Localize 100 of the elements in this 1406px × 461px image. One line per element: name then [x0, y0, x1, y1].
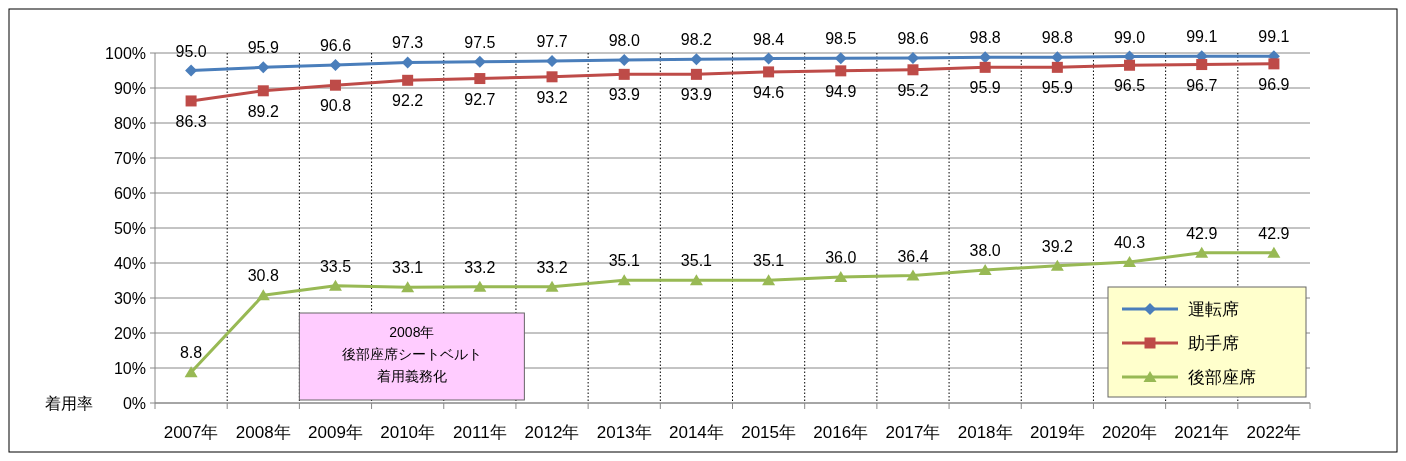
legend-label: 後部座席 — [1188, 368, 1256, 387]
x-tick-label: 2019年 — [1029, 423, 1085, 442]
point — [834, 271, 848, 282]
legend-label: 助手席 — [1188, 334, 1239, 353]
x-tick-label: 2009年 — [308, 423, 363, 442]
data-label: 95.9 — [247, 39, 279, 57]
x-tick-label: 2014年 — [668, 423, 724, 442]
point — [473, 280, 487, 292]
point — [1195, 246, 1209, 258]
point — [1124, 59, 1136, 71]
y-tick-label: 30% — [113, 290, 146, 307]
data-label: 40.3 — [1113, 233, 1146, 251]
data-label: 33.2 — [536, 258, 568, 276]
data-label: 86.3 — [175, 112, 207, 130]
point — [257, 61, 270, 74]
x-tick-label: 2021年 — [1174, 423, 1230, 442]
point — [1050, 259, 1064, 271]
data-label: 42.9 — [1186, 224, 1218, 242]
data-label: 89.2 — [247, 102, 279, 120]
data-label: 96.5 — [1113, 77, 1146, 95]
point — [689, 274, 703, 286]
point — [402, 74, 414, 86]
data-label: 98.8 — [1041, 29, 1074, 47]
data-label: 30.8 — [247, 267, 279, 285]
point — [1267, 246, 1281, 258]
point — [1196, 59, 1208, 71]
annotation: 着用義務化 — [376, 368, 447, 384]
data-label: 97.3 — [392, 34, 424, 52]
data-label: 99.1 — [1258, 28, 1290, 46]
point — [979, 61, 991, 73]
point — [401, 56, 414, 69]
point — [185, 95, 197, 107]
x-tick-label: 2010年 — [380, 423, 436, 442]
data-label: 90.8 — [319, 97, 352, 115]
point — [545, 280, 559, 292]
data-label: 35.1 — [608, 252, 640, 270]
data-label: 38.0 — [969, 242, 1001, 259]
x-tick-label: 2008年 — [235, 423, 291, 442]
annotation: 後部座席シートベルト — [341, 346, 482, 362]
data-label: 96.6 — [319, 36, 352, 54]
point — [1268, 58, 1280, 70]
point — [328, 279, 342, 291]
point — [184, 366, 198, 378]
data-label: 95.9 — [1041, 79, 1074, 97]
y-tick-label: 60% — [113, 185, 146, 202]
annotation: 2008年 — [389, 324, 435, 340]
point — [256, 289, 270, 301]
point — [617, 274, 631, 286]
point — [618, 68, 630, 80]
data-label: 36.0 — [825, 249, 857, 266]
x-tick-label: 2018年 — [957, 423, 1013, 442]
point — [906, 269, 920, 281]
data-label: 95.9 — [969, 79, 1001, 97]
x-tick-label: 2020年 — [1102, 423, 1157, 442]
data-label: 96.9 — [1258, 75, 1290, 93]
data-label: 35.1 — [753, 252, 785, 270]
data-label: 92.7 — [464, 90, 496, 108]
point — [907, 64, 919, 76]
data-label: 99.0 — [1113, 28, 1146, 46]
point — [329, 79, 341, 91]
y-tick-label: 100% — [105, 45, 146, 62]
y-tick-label: 80% — [113, 115, 146, 132]
data-label: 42.9 — [1258, 224, 1290, 242]
data-label: 94.9 — [825, 82, 857, 100]
data-label: 93.2 — [536, 88, 568, 106]
data-label: 8.8 — [179, 344, 203, 362]
point — [690, 68, 702, 80]
data-label: 93.9 — [608, 86, 640, 104]
point — [257, 85, 269, 97]
x-tick-label: 2022年 — [1246, 423, 1302, 442]
data-label: 98.2 — [680, 31, 713, 49]
y-tick-label: 50% — [113, 220, 146, 237]
data-label: 92.2 — [392, 92, 424, 110]
data-label: 95.2 — [897, 81, 929, 99]
point — [185, 64, 198, 77]
y-axis-title: 着用率 — [45, 395, 93, 412]
data-label: 35.1 — [680, 252, 713, 270]
data-label: 98.4 — [753, 30, 785, 48]
point — [835, 65, 847, 77]
point — [762, 274, 776, 286]
x-tick-label: 2011年 — [453, 423, 507, 442]
point — [546, 71, 558, 83]
legend-label: 運転席 — [1188, 300, 1239, 319]
data-label: 33.2 — [464, 258, 496, 276]
data-label: 97.7 — [536, 33, 568, 51]
data-label: 36.4 — [897, 247, 929, 265]
x-tick-label: 2016年 — [813, 423, 869, 442]
point — [401, 281, 415, 293]
data-label: 98.6 — [897, 29, 929, 47]
data-label: 95.0 — [175, 42, 207, 60]
data-label: 99.1 — [1186, 28, 1218, 46]
point — [763, 66, 775, 78]
y-tick-label: 40% — [113, 255, 146, 272]
data-label: 98.5 — [825, 30, 857, 48]
y-tick-label: 20% — [113, 325, 146, 342]
data-label: 93.9 — [680, 86, 713, 104]
point — [978, 264, 992, 275]
y-tick-label: 0% — [122, 395, 146, 412]
y-tick-label: 10% — [113, 360, 146, 377]
x-tick-label: 2017年 — [885, 423, 941, 442]
